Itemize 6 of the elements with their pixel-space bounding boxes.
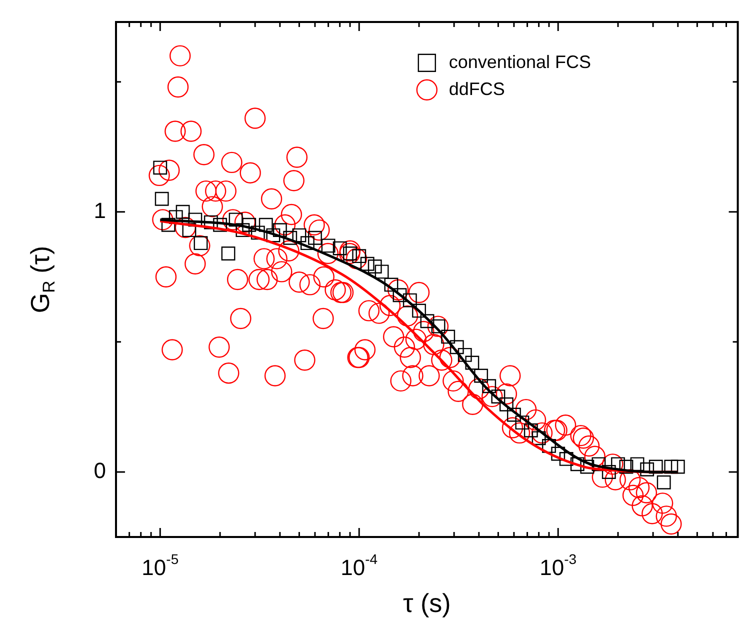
y-tick-label: 1 xyxy=(94,198,106,223)
x-axis-title: τ (s) xyxy=(402,588,451,618)
y-axis-title: GR (τ) xyxy=(25,246,58,314)
legend-label: ddFCS xyxy=(448,78,505,99)
legend-label: conventional FCS xyxy=(448,52,591,72)
y-tick-label: 0 xyxy=(94,458,106,484)
